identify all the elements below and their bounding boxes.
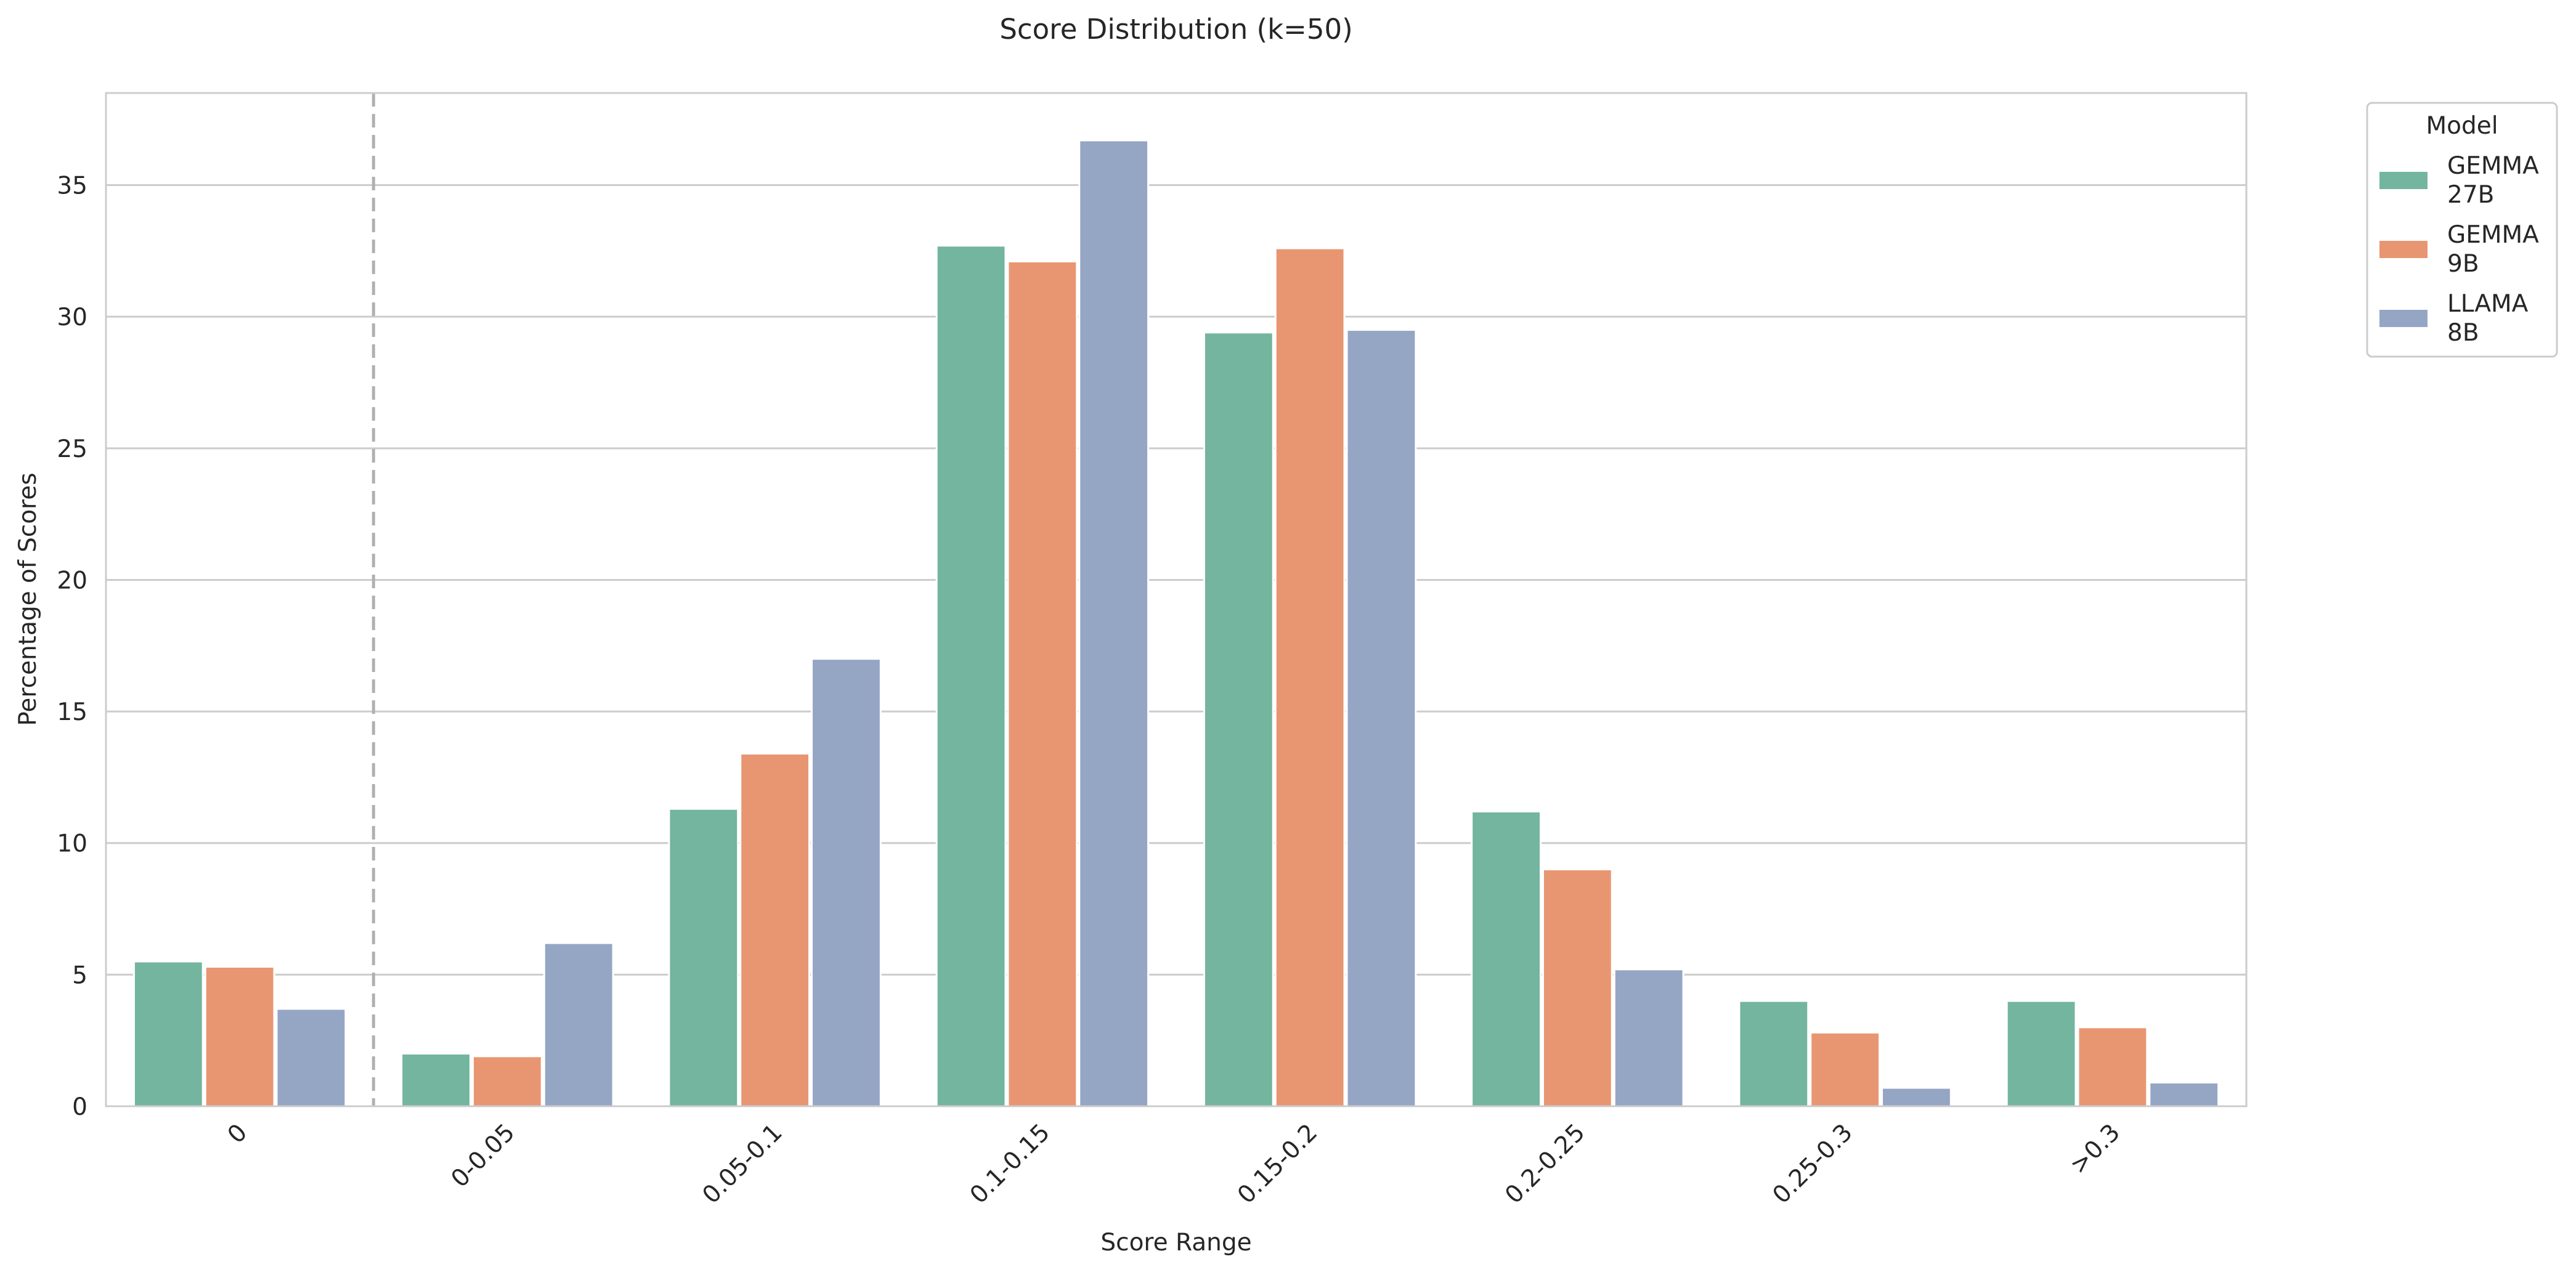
bar [1346, 329, 1417, 1107]
bar [935, 245, 1007, 1107]
grid-layer [106, 93, 2246, 1106]
y-tick-label: 30 [57, 304, 87, 331]
x-tick-label: >0.3 [2065, 1119, 2126, 1180]
bar [1738, 1000, 1810, 1107]
plot-frame [105, 92, 2248, 1107]
bars-layer [132, 139, 2220, 1107]
bar [1881, 1087, 1952, 1107]
bar [1078, 139, 1150, 1107]
bar [471, 1055, 543, 1107]
bar [2005, 1000, 2077, 1107]
x-tick-label: 0-0.05 [446, 1119, 521, 1193]
legend-swatch [2379, 310, 2428, 327]
legend: Model GEMMA 27B GEMMA 9B LLAMA 8B [2366, 102, 2558, 358]
y-tick-label: 0 [72, 1093, 87, 1121]
bar [132, 960, 204, 1107]
legend-label: GEMMA 27B [2447, 152, 2539, 209]
y-tick-label: 25 [57, 435, 87, 463]
bar [1007, 260, 1078, 1107]
bar [739, 752, 811, 1107]
y-axis-title: Percentage of Scores [14, 472, 42, 726]
bar [668, 808, 739, 1107]
bar [1542, 868, 1613, 1107]
legend-label: GEMMA 9B [2447, 221, 2539, 278]
bar [275, 1008, 347, 1107]
bar [1471, 810, 1542, 1107]
y-tick-label: 5 [72, 961, 87, 989]
y-tick-label: 10 [57, 830, 87, 858]
y-tick-label: 35 [57, 172, 87, 200]
x-tick-label: 0.15-0.2 [1232, 1119, 1323, 1209]
legend-swatch [2379, 241, 2428, 258]
legend-swatch [2379, 172, 2428, 189]
legend-label: LLAMA 8B [2447, 290, 2529, 347]
x-tick-label: 0.1-0.15 [965, 1119, 1055, 1209]
y-tick-label: 15 [57, 698, 87, 726]
legend-box [2366, 102, 2558, 358]
x-tick-label: 0.05-0.1 [697, 1119, 788, 1209]
bar [1274, 247, 1346, 1107]
legend-title: Model [2426, 112, 2498, 140]
bar [1810, 1031, 1881, 1107]
bar [543, 942, 614, 1107]
bar [400, 1053, 471, 1107]
chart-title: Score Distribution (k=50) [999, 13, 1352, 46]
x-tick-label: 0.25-0.3 [1768, 1119, 1858, 1209]
bar [2077, 1026, 2148, 1107]
x-tick-label: 0 [222, 1119, 253, 1149]
bar [2148, 1082, 2220, 1107]
y-tick-label: 20 [57, 567, 87, 594]
bar [204, 966, 275, 1107]
axes-layer: 0 5 10 15 20 25 30 35 0 0-0.05 0.05-0.1 0.1-0.15 0.1… [57, 92, 2248, 1209]
bar [1203, 331, 1274, 1107]
x-tick-label: 0.2-0.25 [1500, 1119, 1590, 1209]
bar [811, 658, 882, 1107]
x-axis-title: Score Range [1100, 1229, 1251, 1257]
bar [1613, 968, 1684, 1107]
